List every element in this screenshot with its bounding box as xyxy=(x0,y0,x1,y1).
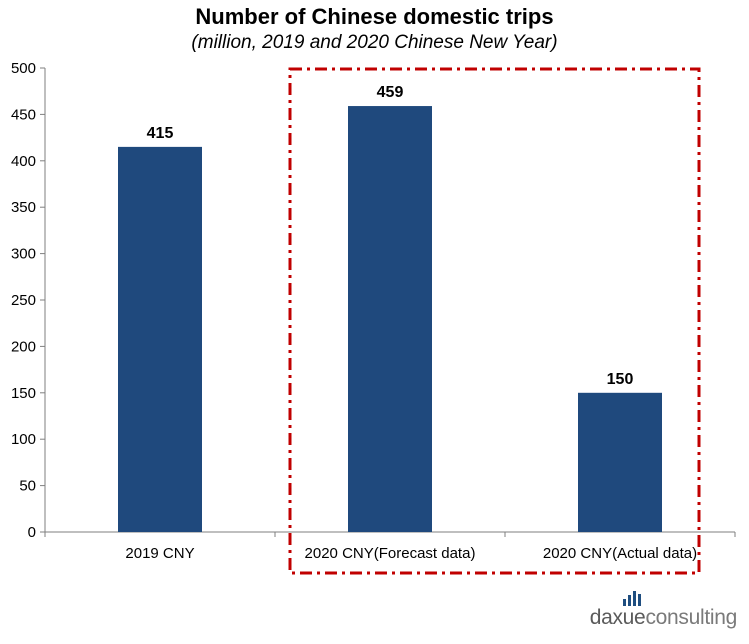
x-category-label: 2020 CNY(Actual data) xyxy=(543,545,697,562)
bar xyxy=(348,106,432,532)
logo-part2: consulting xyxy=(645,606,737,629)
y-tick-label: 300 xyxy=(11,246,36,263)
highlight-box xyxy=(288,67,701,575)
data-label: 415 xyxy=(147,125,174,142)
y-tick-label: 500 xyxy=(11,60,36,77)
y-tick-label: 50 xyxy=(19,478,36,495)
logo-bars-icon xyxy=(623,591,641,606)
bar xyxy=(118,146,202,532)
logo-part1: daxue xyxy=(589,606,646,629)
y-tick-label: 150 xyxy=(11,385,36,402)
chart-subtitle: (million, 2019 and 2020 Chinese New Year… xyxy=(191,32,558,53)
bar xyxy=(578,392,662,532)
y-tick-label: 250 xyxy=(11,292,36,309)
data-label: 459 xyxy=(377,84,404,101)
chart-title: Number of Chinese domestic trips xyxy=(195,4,554,29)
y-tick-label: 400 xyxy=(11,153,36,170)
data-label: 150 xyxy=(607,371,634,388)
y-tick-label: 100 xyxy=(11,431,36,448)
y-tick-label: 450 xyxy=(11,106,36,123)
y-tick-label: 350 xyxy=(11,199,36,216)
y-tick-label: 200 xyxy=(11,338,36,355)
daxue-logo: daxueconsulting xyxy=(589,606,738,630)
y-tick-label: 0 xyxy=(28,524,36,541)
x-category-label: 2020 CNY(Forecast data) xyxy=(305,545,476,562)
x-category-label: 2019 CNY xyxy=(125,545,194,562)
